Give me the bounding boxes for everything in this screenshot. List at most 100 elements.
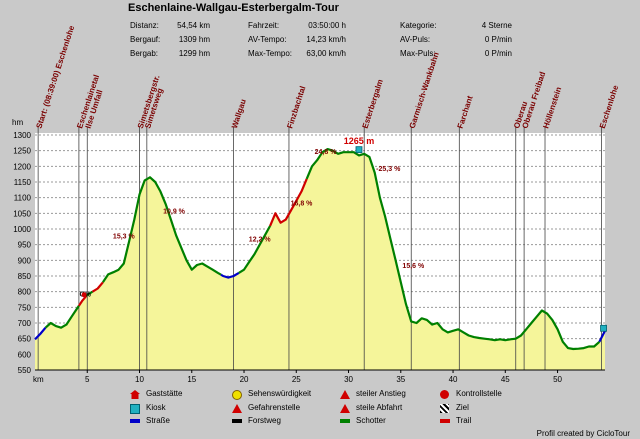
stat-label: Kategorie: bbox=[400, 21, 437, 30]
legend-label: Forstweg bbox=[248, 416, 281, 425]
y-tick-label: 550 bbox=[18, 366, 32, 375]
schotter-icon bbox=[340, 419, 350, 423]
stat-value: 03:50:00 h bbox=[308, 21, 346, 30]
waypoint-label: Eschenlohe bbox=[598, 84, 621, 130]
stat-label: Max-Puls: bbox=[400, 49, 436, 58]
profile-segment bbox=[44, 305, 80, 329]
y-axis-label: hm bbox=[12, 118, 23, 127]
legend-label: Kontrollstelle bbox=[456, 389, 502, 398]
stat-value: 63,00 km/h bbox=[306, 49, 346, 58]
y-tick-label: 1150 bbox=[14, 178, 32, 187]
x-tick-label: 20 bbox=[240, 375, 249, 384]
waypoint-label: Start: (08:39:00) Eschenlohe bbox=[34, 24, 76, 130]
y-tick-label: 900 bbox=[18, 256, 32, 265]
y-tick-label: 1050 bbox=[13, 209, 31, 218]
y-tick-label: 1000 bbox=[13, 225, 31, 234]
gradient-annotation: 15,6 % bbox=[402, 263, 425, 270]
x-tick-label: 5 bbox=[85, 375, 90, 384]
profile-segment bbox=[305, 148, 601, 351]
kiosk-marker-icon bbox=[355, 146, 363, 154]
elevation-area bbox=[35, 149, 605, 370]
y-tick-label: 1250 bbox=[13, 147, 31, 156]
y-tick-label: 600 bbox=[18, 350, 32, 359]
waypoint-label: Höllenstein bbox=[541, 86, 563, 130]
gradient-annotation: 1265 m bbox=[344, 136, 375, 146]
profile-segment bbox=[91, 281, 104, 293]
x-tick-label: 10 bbox=[135, 375, 144, 384]
x-tick-label: 15 bbox=[187, 375, 196, 384]
x-tick-label: 40 bbox=[449, 375, 458, 384]
legend-label: Trail bbox=[456, 416, 472, 425]
stat-value: 1309 hm bbox=[178, 35, 210, 44]
stat-value: 54,54 km bbox=[177, 21, 210, 30]
steile-abfahrt-icon bbox=[340, 404, 350, 413]
y-tick-label: 700 bbox=[18, 319, 32, 328]
gradient-annotation: -25,3 % bbox=[376, 166, 401, 173]
profile-segment bbox=[34, 326, 47, 341]
gaststaette-icon bbox=[130, 390, 140, 399]
stat-label: Fahrzeit: bbox=[248, 21, 280, 30]
kiosk-marker-icon bbox=[600, 324, 607, 332]
x-tick-label: 25 bbox=[292, 375, 301, 384]
legend-label: Kiosk bbox=[146, 403, 166, 412]
stat-label: Distanz: bbox=[130, 21, 159, 30]
legend-label: Ziel bbox=[456, 403, 469, 412]
legend-label: steile Abfahrt bbox=[356, 403, 403, 412]
stat-label: Bergauf: bbox=[130, 35, 161, 44]
kiosk-icon bbox=[130, 404, 140, 414]
strasse-icon bbox=[130, 419, 140, 423]
waypoint-label: Finzbachtal bbox=[285, 85, 307, 130]
x-tick-label: 50 bbox=[553, 375, 562, 384]
profile-segment bbox=[269, 178, 308, 227]
waypoint-label: Esterbergalm bbox=[361, 78, 385, 129]
gradient-annotation: 24,8 % bbox=[315, 149, 338, 156]
legend-label: Straße bbox=[146, 416, 171, 425]
y-tick-label: 750 bbox=[18, 303, 32, 312]
legend-label: Schotter bbox=[356, 416, 386, 425]
gradient-annotation: 12,2 % bbox=[249, 237, 272, 244]
y-tick-label: 1300 bbox=[13, 131, 31, 140]
x-tick-label: 30 bbox=[344, 375, 353, 384]
gefahrenstelle-icon bbox=[232, 404, 242, 413]
trail-icon bbox=[440, 419, 450, 423]
stat-label: Bergab: bbox=[130, 49, 159, 58]
x-tick-label: 35 bbox=[396, 375, 405, 384]
profile-segment bbox=[220, 271, 240, 279]
waypoint-label: Garmisch-Wankbahn bbox=[408, 51, 441, 130]
legend: Gaststätte Sehenswürdigkeit steiler Anstie… bbox=[0, 385, 640, 429]
y-tick-label: 950 bbox=[18, 241, 32, 250]
profile-segment bbox=[101, 176, 222, 283]
forstweg-icon bbox=[232, 419, 242, 423]
legend-label: Gaststätte bbox=[146, 389, 183, 398]
ziel-icon bbox=[440, 404, 449, 413]
stat-value: 0 P/min bbox=[484, 35, 512, 44]
stat-label: AV-Tempo: bbox=[248, 35, 287, 44]
waypoint-label: Wallgau bbox=[230, 98, 248, 130]
profile-segment bbox=[238, 225, 272, 274]
x-axis-label: km bbox=[33, 375, 44, 384]
steiler-anstieg-icon bbox=[340, 390, 350, 399]
y-tick-label: 1200 bbox=[13, 162, 31, 171]
y-tick-label: 800 bbox=[18, 288, 32, 297]
stat-label: Max-Tempo: bbox=[248, 49, 293, 58]
y-tick-label: 850 bbox=[18, 272, 32, 281]
tour-title: Eschenlaine-Wallgau-Esterbergalm-Tour bbox=[128, 2, 339, 14]
profile-segment bbox=[77, 295, 88, 307]
stat-value: 4 Sterne bbox=[481, 21, 512, 30]
legend-label: Sehenswürdigkeit bbox=[248, 389, 312, 398]
profile-segment bbox=[598, 330, 606, 343]
gradient-annotation: 15,3 % bbox=[113, 233, 136, 240]
footer-credit: Profil created by CicloTour bbox=[536, 429, 630, 438]
gradient-annotation: 16,8 % bbox=[291, 201, 314, 208]
legend-label: steiler Anstieg bbox=[356, 389, 406, 398]
kontrollstelle-icon bbox=[440, 390, 449, 399]
stat-value: 14,23 km/h bbox=[306, 35, 346, 44]
gaststaette-marker-icon bbox=[81, 292, 87, 298]
profile-segment bbox=[85, 290, 94, 297]
stat-label: AV-Puls: bbox=[400, 35, 431, 44]
waypoint-label: Farchant bbox=[456, 94, 475, 129]
legend-label: Gefahrenstelle bbox=[248, 403, 301, 412]
x-tick-label: 45 bbox=[501, 375, 510, 384]
gradient-annotation: 10,9 % bbox=[163, 208, 186, 215]
